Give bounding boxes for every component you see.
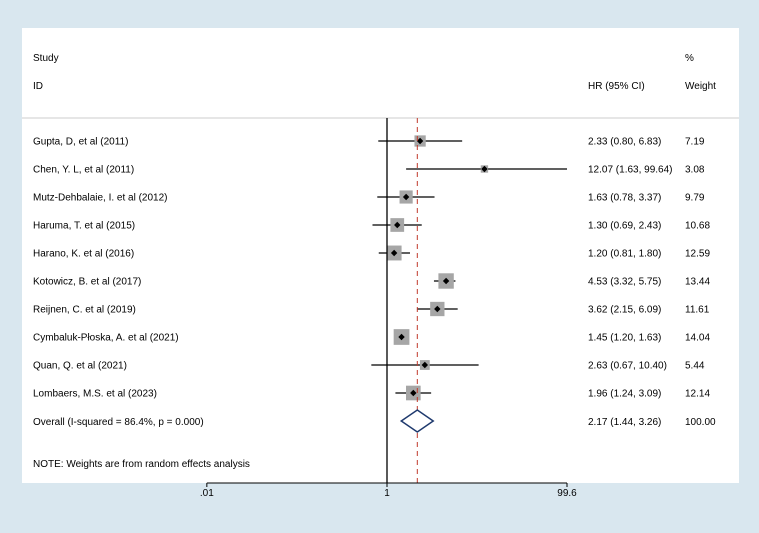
point-estimate: [410, 389, 417, 397]
weight-label: 14.04: [685, 333, 710, 344]
id-header: ID: [33, 81, 43, 92]
weight-label: 10.68: [685, 221, 710, 232]
ci-label: 1.63 (0.78, 3.37): [588, 193, 661, 204]
study-header: Study: [33, 53, 59, 64]
ci-label: 2.33 (0.80, 6.83): [588, 137, 661, 148]
study-row: Chen, Y. L, et al (2011) 12.07 (1.63, 99.…: [33, 165, 705, 176]
study-rows: Gupta, D, et al (2011) 2.33 (0.80, 6.83) 7…: [33, 135, 710, 401]
weight-label: 12.59: [685, 249, 710, 260]
ci-label: 1.96 (1.24, 3.09): [588, 389, 661, 400]
study-label: Haruma, T. et al (2015): [33, 221, 135, 232]
point-estimate: [421, 361, 429, 369]
effect-header: HR (95% CI): [588, 81, 645, 92]
point-estimate: [390, 249, 398, 257]
point-estimate: [481, 165, 488, 173]
x-tick-label: .01: [200, 488, 214, 499]
note-text: NOTE: Weights are from random effects an…: [33, 459, 250, 470]
study-label: Lombaers, M.S. et al (2023): [33, 389, 157, 400]
weight-label: 5.44: [685, 361, 705, 372]
ci-label: 2.63 (0.67, 10.40): [588, 361, 667, 372]
overall-label: Overall (I-squared = 86.4%, p = 0.000): [33, 417, 204, 428]
weight-label: 13.44: [685, 277, 710, 288]
ci-label: 4.53 (3.32, 5.75): [588, 277, 661, 288]
study-row: Gupta, D, et al (2011) 2.33 (0.80, 6.83) 7…: [33, 135, 705, 148]
x-axis-ticks: .01 1 99.6: [200, 483, 577, 499]
study-label: Kotowicz, B. et al (2017): [33, 277, 141, 288]
plot-panel: [22, 28, 739, 483]
study-label: Mutz-Dehbalaie, I. et al (2012): [33, 193, 168, 204]
study-label: Chen, Y. L, et al (2011): [33, 165, 134, 176]
study-label: Quan, Q. et al (2021): [33, 361, 127, 372]
ci-label: 1.45 (1.20, 1.63): [588, 333, 661, 344]
weight-label: 11.61: [685, 305, 710, 316]
study-label: Gupta, D, et al (2011): [33, 137, 128, 148]
ci-label: 1.30 (0.69, 2.43): [588, 221, 661, 232]
ci-label: 3.62 (2.15, 6.09): [588, 305, 661, 316]
study-label: Harano, K. et al (2016): [33, 249, 134, 260]
point-estimate: [442, 277, 450, 285]
study-row: Harano, K. et al (2016) 1.20 (0.81, 1.80)…: [33, 245, 710, 261]
x-tick-label: 1: [384, 488, 390, 499]
point-estimate: [402, 193, 410, 201]
point-estimate: [398, 333, 405, 341]
point-estimate: [416, 137, 424, 145]
weight-label: 12.14: [685, 389, 710, 400]
weight-label: 3.08: [685, 165, 705, 176]
study-row: Reijnen, C. et al (2019) 3.62 (2.15, 6.09…: [33, 301, 710, 317]
ci-label: 12.07 (1.63, 99.64): [588, 165, 673, 176]
study-label: Reijnen, C. et al (2019): [33, 305, 136, 316]
point-estimate: [394, 221, 401, 229]
study-row: Quan, Q. et al (2021) 2.63 (0.67, 10.40) 5…: [33, 360, 705, 372]
study-row: Haruma, T. et al (2015) 1.30 (0.69, 2.43)…: [33, 218, 710, 232]
overall-weight-label: 100.00: [685, 417, 716, 428]
point-estimate: [434, 305, 441, 313]
overall-ci-label: 2.17 (1.44, 3.26): [588, 417, 661, 428]
study-row: Kotowicz, B. et al (2017) 4.53 (3.32, 5.7…: [33, 273, 710, 289]
weight-header: Weight: [685, 81, 716, 92]
weight-symbol-header: %: [685, 53, 694, 64]
ci-label: 1.20 (0.81, 1.80): [588, 249, 661, 260]
weight-label: 7.19: [685, 137, 705, 148]
overall-diamond: [399, 409, 435, 433]
study-row: Cymbaluk-Płoska, A. et al (2021) 1.45 (1.…: [33, 329, 710, 345]
weight-label: 9.79: [685, 193, 705, 204]
study-label: Cymbaluk-Płoska, A. et al (2021): [33, 333, 179, 344]
x-tick-label: 99.6: [557, 488, 577, 499]
